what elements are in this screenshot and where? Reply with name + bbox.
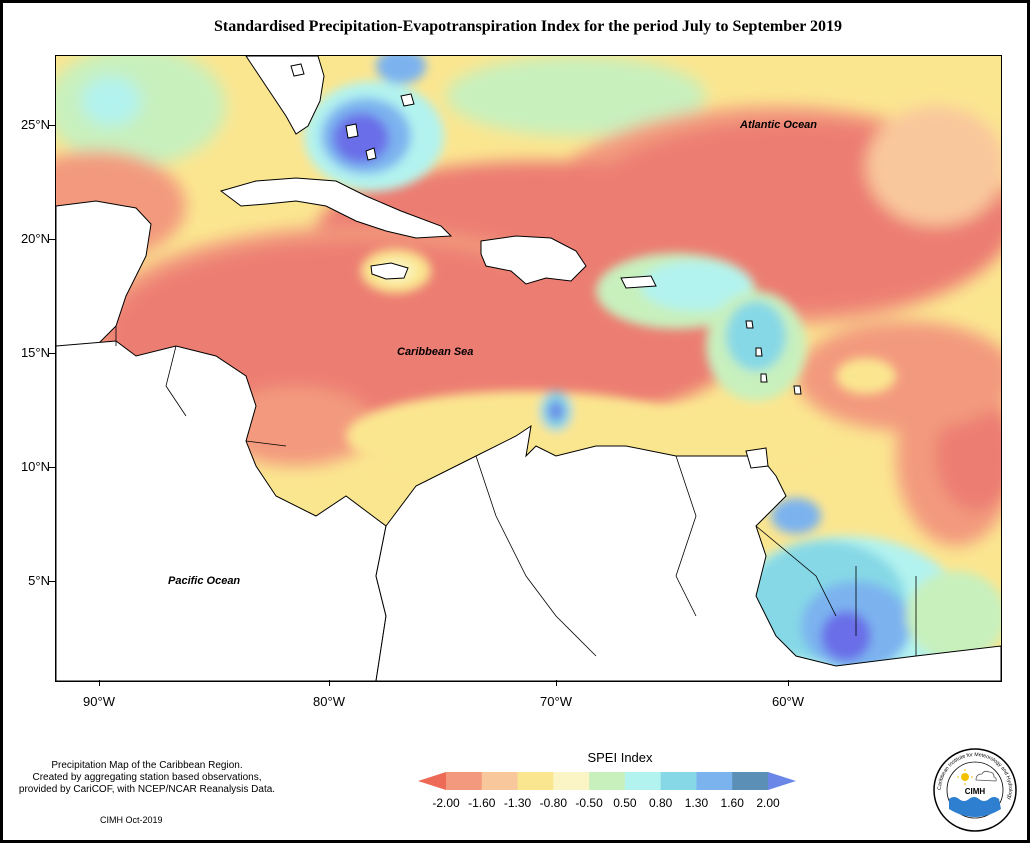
legend-tick-label: -1.30 (503, 796, 532, 810)
lat-label-5n: 5°N (28, 573, 50, 588)
sun-icon (961, 773, 969, 781)
lon-label-90w: 90°W (83, 694, 115, 709)
lon-label-80w: 80°W (313, 694, 345, 709)
legend-swatch (553, 772, 590, 790)
legend-tick-label: -1.60 (468, 796, 496, 810)
caribbean-sea-label: Caribbean Sea (397, 346, 474, 358)
lon-tick (556, 680, 557, 686)
lon-label-70w: 70°W (540, 694, 572, 709)
lon-tick (99, 680, 100, 686)
footer-note: Precipitation Map of the Caribbean Regio… (2, 760, 292, 796)
lon-tick (788, 680, 789, 686)
lat-label-15n: 15°N (20, 345, 50, 360)
legend-swatch (624, 772, 662, 790)
lat-label-10n: 10°N (20, 459, 50, 474)
legend-tick-label: 1.30 (684, 796, 709, 810)
legend-tick-label: 0.50 (613, 796, 637, 810)
legend-swatch (660, 772, 697, 790)
lon-label-60w: 60°W (772, 694, 804, 709)
lat-label-20n: 20°N (20, 231, 50, 246)
legend-swatch (446, 772, 483, 790)
footer-line-3: provided by CariCOF, with NCEP/NCAR Rean… (18, 784, 276, 795)
legend-swatch (589, 772, 626, 790)
cimh-logo: Caribbean Institute for Meteorology and … (933, 748, 1017, 832)
logo-text: CIMH (965, 787, 986, 796)
legend-colorbar (418, 772, 796, 790)
lat-tick (49, 353, 55, 354)
legend-swatch (696, 772, 733, 790)
legend-tick-label: -2.00 (432, 796, 460, 810)
cloud-icon (975, 770, 997, 782)
legend-swatch (517, 772, 554, 790)
legend-swatch-high (768, 772, 796, 790)
legend-tick-labels: -2.00 -1.60 -1.30 -0.80 -0.50 0.50 0.80 1.30 1.6… (418, 796, 796, 812)
legend-swatch-low (418, 772, 446, 790)
legend-swatch (732, 772, 769, 790)
footer-line-1: Precipitation Map of the Caribbean Regio… (51, 760, 243, 771)
lat-tick (49, 125, 55, 126)
credit-text: CIMH Oct-2019 (100, 815, 163, 825)
legend-tick-label: 2.00 (756, 796, 780, 810)
legend-swatch (481, 772, 519, 790)
waves-icon (949, 797, 1001, 817)
lat-tick (49, 239, 55, 240)
legend-tick-label: 0.80 (648, 796, 673, 810)
spei-field (56, 56, 1001, 681)
legend-tick-label: 1.60 (720, 796, 744, 810)
map-title: Standardised Precipitation-Evapotranspir… (213, 18, 843, 35)
pacific-ocean-label: Pacific Ocean (168, 575, 241, 587)
spei-map (55, 55, 1002, 682)
footer-line-2: Created by aggregating station based obs… (32, 772, 262, 783)
lat-label-25n: 25°N (20, 117, 50, 132)
legend-tick-label: -0.50 (575, 796, 603, 810)
legend-title: SPEI Index (587, 750, 653, 765)
lon-tick (329, 680, 330, 686)
lat-tick (49, 581, 55, 582)
legend-tick-label: -0.80 (539, 796, 568, 810)
atlantic-ocean-label: Atlantic Ocean (740, 119, 818, 131)
lat-tick (49, 467, 55, 468)
